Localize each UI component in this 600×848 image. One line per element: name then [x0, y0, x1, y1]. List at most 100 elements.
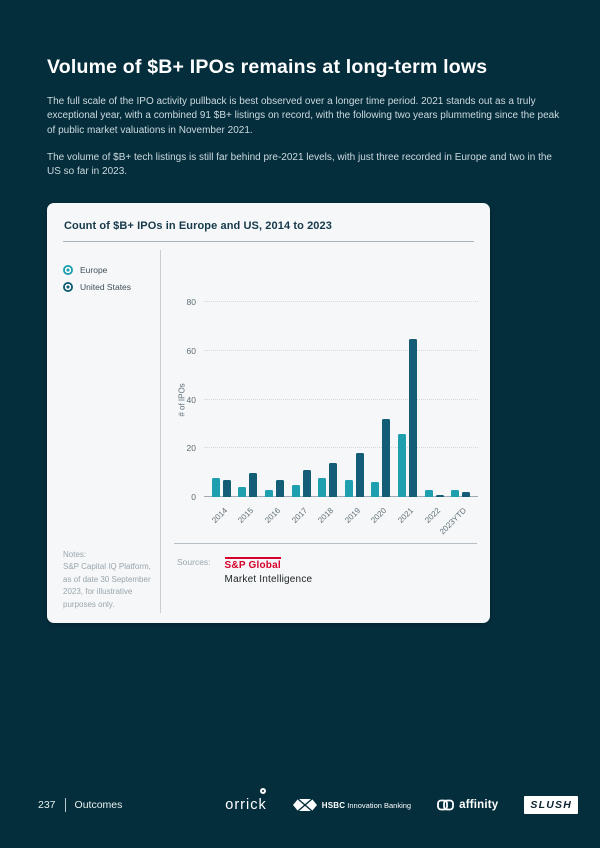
x-tick-cell: 2018 — [314, 501, 341, 547]
x-tick-2016: 2016 — [263, 506, 283, 525]
bar-group-2014 — [208, 477, 235, 497]
x-tick-2020: 2020 — [369, 506, 389, 525]
x-tick-2018: 2018 — [316, 506, 336, 525]
bar-europe-2021 — [397, 433, 406, 497]
chart-legend: Europe United States — [63, 265, 152, 299]
bar-group-2020 — [368, 419, 395, 497]
gridline-60 — [204, 349, 478, 351]
bar-europe-2016 — [264, 489, 273, 497]
bar-group-2017 — [288, 470, 315, 497]
hsbc-logo: HSBC Innovation Banking — [292, 799, 412, 811]
bar-europe-2023YTD — [451, 489, 460, 497]
x-tick-2014: 2014 — [210, 506, 230, 525]
gridline-40 — [204, 398, 478, 400]
plot-area: 0 20 40 60 80 — [187, 297, 478, 502]
gridline-0 — [204, 496, 478, 497]
bar-group-2023YTD — [447, 489, 474, 497]
bar-group-2021 — [394, 338, 421, 497]
orrick-circle-icon — [259, 788, 266, 794]
y-tick-40: 40 — [186, 394, 196, 405]
bar-group-2019 — [341, 453, 368, 497]
x-tick-cell: 2019 — [341, 501, 368, 547]
bar-europe-2019 — [344, 479, 353, 497]
hsbc-logo-text: HSBC Innovation Banking — [321, 800, 412, 810]
x-tick-cell: 2016 — [261, 501, 288, 547]
x-tick-cell: 2021 — [394, 501, 421, 547]
bar-united-states-2015 — [249, 472, 258, 497]
bar-group-2018 — [314, 462, 341, 497]
bar-united-states-2020 — [382, 419, 391, 497]
gridline-80 — [204, 301, 478, 302]
bar-united-states-2016 — [275, 479, 284, 497]
affinity-logo: affinity — [437, 799, 498, 811]
title-divider — [63, 241, 474, 242]
sp-global-logo: S&P Global Market Intelligence — [224, 555, 313, 585]
sources-block: Sources: S&P Global Market Intelligence — [177, 555, 312, 585]
bar-united-states-2022 — [435, 494, 444, 497]
sp-global-logo-line1: S&P Global — [224, 557, 281, 571]
section-label: Outcomes — [74, 799, 123, 811]
bar-united-states-2023YTD — [462, 492, 471, 497]
page-number-block: 237 Outcomes — [38, 798, 122, 812]
x-tick-2017: 2017 — [289, 506, 309, 525]
y-tick-80: 80 — [186, 297, 196, 307]
affinity-logo-text: affinity — [459, 799, 499, 811]
affinity-knot-icon — [437, 799, 455, 811]
bar-europe-2015 — [238, 487, 247, 497]
legend-label: Europe — [80, 265, 108, 275]
x-tick-cell: 2015 — [235, 501, 262, 547]
footer-divider — [64, 798, 66, 812]
legend-item-united-states: United States — [63, 282, 152, 292]
x-tick-cell: 2023YTD — [438, 501, 474, 547]
intro-paragraph-2: The volume of $B+ tech listings is still… — [47, 152, 552, 178]
sp-global-logo-line2: Market Intelligence — [224, 574, 313, 585]
bar-group-2022 — [421, 489, 448, 497]
chart-notes: Notes: S&P Capital IQ Platform, as of da… — [63, 549, 159, 611]
bar-europe-2017 — [291, 484, 300, 497]
bar-group-2015 — [235, 472, 262, 497]
bars-row — [204, 302, 478, 497]
notes-label: Notes: — [63, 550, 87, 560]
x-tick-2021: 2021 — [396, 506, 416, 525]
footer-logos: orrick HSBC Innovation Banking affin — [225, 788, 578, 814]
bar-united-states-2019 — [355, 453, 364, 497]
legend-marker-icon — [63, 282, 73, 292]
gridline-20 — [204, 447, 478, 449]
x-tick-cell: 2020 — [368, 501, 395, 547]
bar-europe-2018 — [318, 477, 327, 497]
bar-group-2016 — [261, 479, 288, 497]
legend-item-europe: Europe — [63, 265, 152, 275]
y-axis-label: # of IPOs — [177, 383, 187, 417]
sources-label: Sources: — [177, 557, 211, 567]
orrick-logo-text: orrick — [225, 797, 267, 813]
chart-left-column: Europe United States Notes: S&P Capital I… — [47, 250, 161, 613]
page-footer: 237 Outcomes orrick HSBC Innovation Bank… — [38, 788, 578, 819]
notes-text: S&P Capital IQ Platform, as of date 30 S… — [63, 562, 151, 609]
bar-united-states-2021 — [408, 338, 417, 497]
x-tick-cell: 2014 — [208, 501, 235, 547]
x-tick-2022: 2022 — [422, 506, 442, 525]
slush-logo: SLUSH — [524, 796, 578, 814]
chart-card: Count of $B+ IPOs in Europe and US, 2014… — [47, 203, 490, 623]
chart-area: # of IPOs 0 20 40 60 80 2014 2015 2016 2017 2018… — [161, 250, 490, 613]
y-tick-0: 0 — [191, 492, 196, 502]
y-tick-60: 60 — [186, 345, 196, 356]
intro-paragraph-1: The full scale of the IPO activity pullb… — [47, 96, 560, 136]
bar-united-states-2017 — [302, 470, 311, 497]
x-tick-2015: 2015 — [236, 506, 256, 525]
chart-title: Count of $B+ IPOs in Europe and US, 2014… — [64, 220, 332, 232]
chart-card-body: Europe United States Notes: S&P Capital I… — [47, 250, 490, 613]
page-title: Volume of $B+ IPOs remains at long-term … — [47, 56, 488, 78]
x-axis-labels: 2014 2015 2016 2017 2018 2019 2020 2021 2022 2023… — [204, 501, 478, 547]
bar-europe-2014 — [211, 477, 220, 497]
bar-europe-2020 — [371, 482, 380, 497]
x-tick-cell: 2017 — [288, 501, 315, 547]
bar-united-states-2018 — [329, 462, 338, 497]
page-number: 237 — [38, 799, 56, 811]
hsbc-hexagon-icon — [292, 799, 317, 811]
y-tick-20: 20 — [186, 443, 196, 454]
bar-united-states-2014 — [222, 479, 231, 497]
legend-label: United States — [80, 282, 132, 292]
legend-marker-icon — [63, 265, 73, 275]
